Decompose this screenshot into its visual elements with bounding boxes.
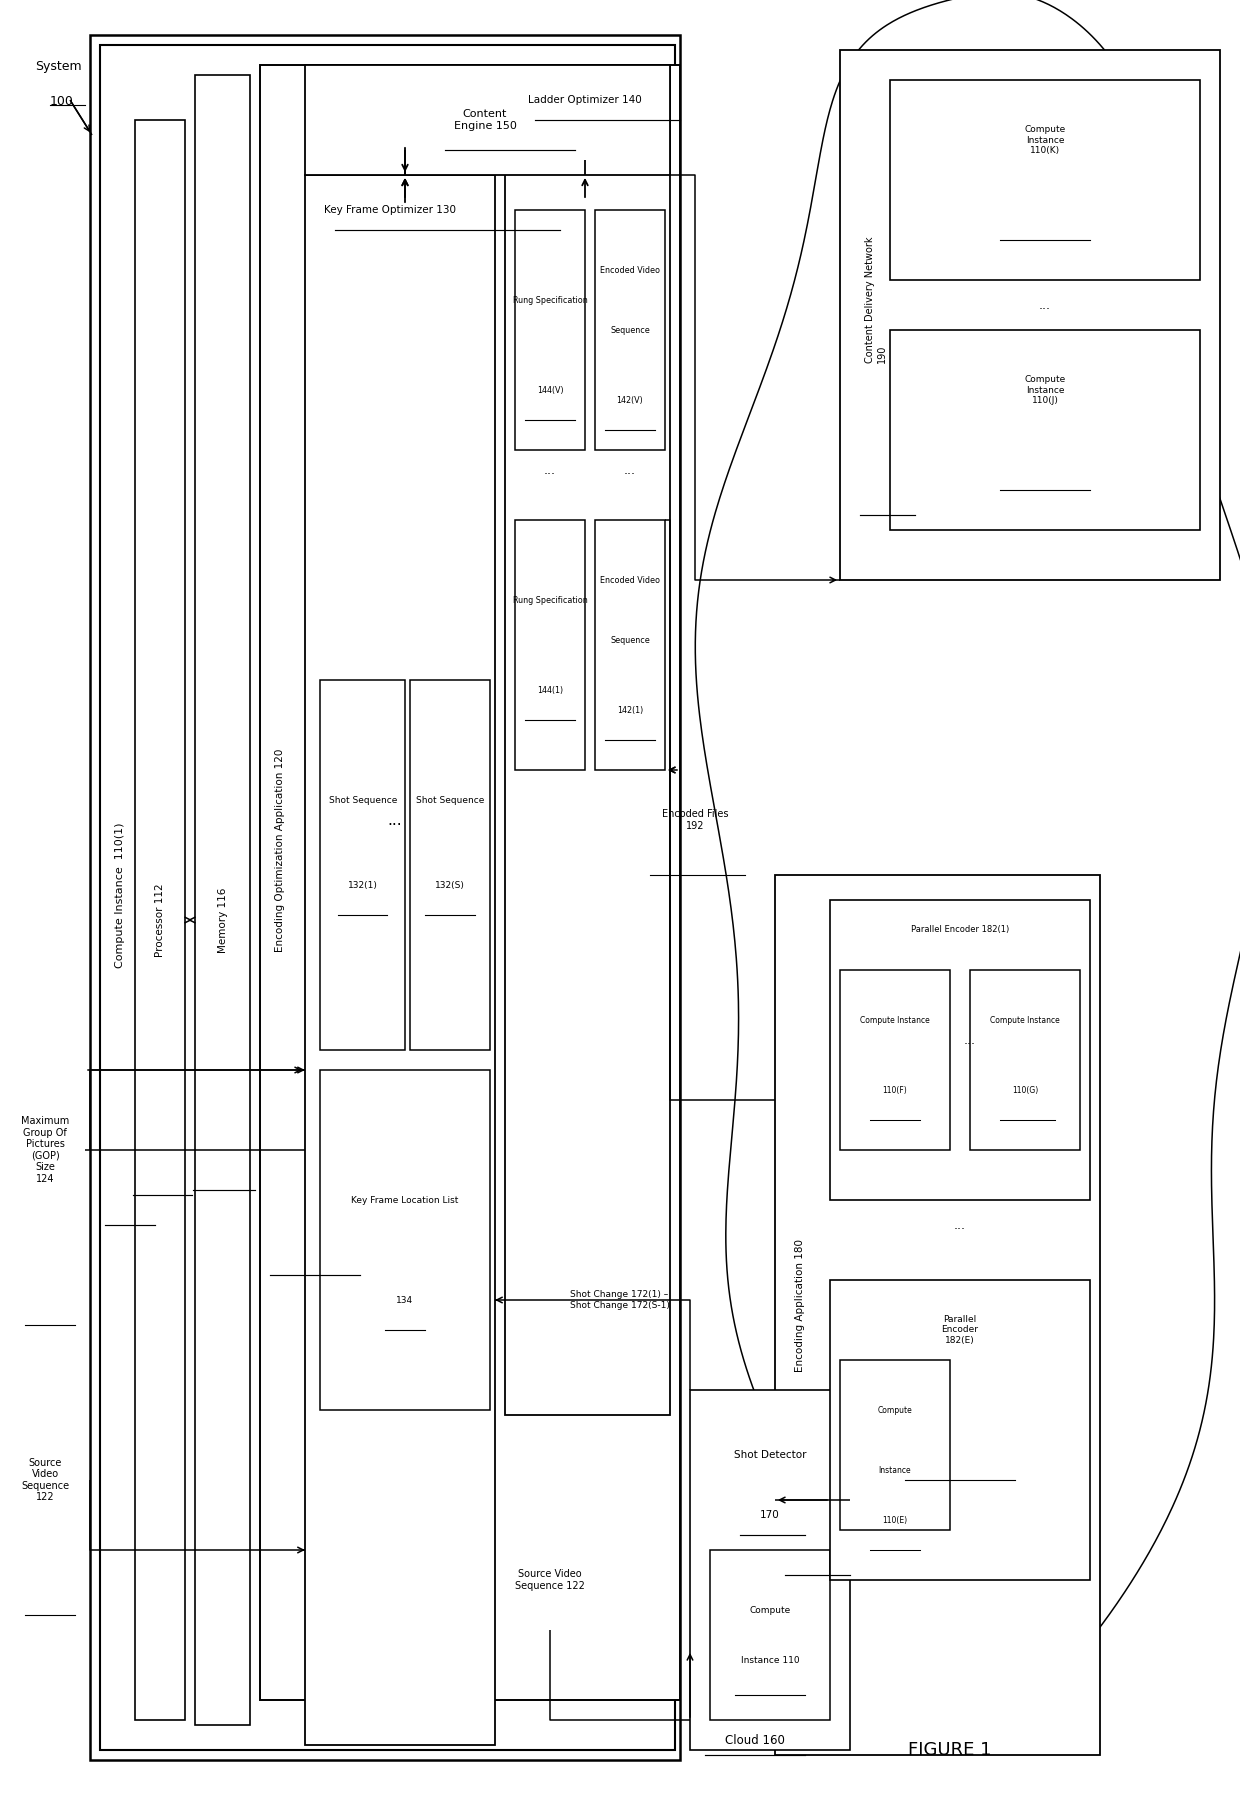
Text: Encoding Application 180: Encoding Application 180 <box>795 1238 805 1371</box>
Text: Rung Specification: Rung Specification <box>512 596 588 605</box>
Bar <box>595 210 665 450</box>
Text: Compute Instance: Compute Instance <box>861 1015 930 1024</box>
Text: Compute
Instance
110(J): Compute Instance 110(J) <box>1024 375 1065 405</box>
Text: Processor 112: Processor 112 <box>155 883 165 956</box>
Bar <box>839 971 950 1150</box>
Bar <box>890 330 1200 529</box>
Text: 110(G): 110(G) <box>1012 1085 1038 1094</box>
Text: Compute Instance  110(1): Compute Instance 110(1) <box>115 822 125 967</box>
Bar <box>775 875 1100 1755</box>
Text: Ladder Optimizer 140: Ladder Optimizer 140 <box>528 95 642 106</box>
Text: ...: ... <box>544 463 556 477</box>
Bar <box>890 81 1200 280</box>
Text: Encoded Video: Encoded Video <box>600 266 660 274</box>
Text: ...: ... <box>963 1033 976 1046</box>
Text: Compute: Compute <box>749 1606 791 1615</box>
Text: Key Frame Optimizer 130: Key Frame Optimizer 130 <box>324 205 456 215</box>
Text: Cloud 160: Cloud 160 <box>725 1733 785 1747</box>
Text: System: System <box>35 59 82 74</box>
Bar <box>689 1390 849 1749</box>
Text: Parallel Encoder 182(1): Parallel Encoder 182(1) <box>911 926 1009 935</box>
Text: Compute Instance: Compute Instance <box>990 1015 1060 1024</box>
Text: FIGURE 1: FIGURE 1 <box>908 1740 992 1758</box>
Bar <box>135 120 185 1720</box>
Text: Shot Change 172(1) –
Shot Change 172(S-1): Shot Change 172(1) – Shot Change 172(S-1… <box>570 1290 670 1310</box>
Text: Encoded Video: Encoded Video <box>600 576 660 585</box>
Polygon shape <box>696 0 1240 1708</box>
Bar <box>195 75 250 1726</box>
Bar <box>830 1279 1090 1581</box>
Text: 142(1): 142(1) <box>616 705 644 714</box>
Bar <box>100 45 675 1749</box>
Text: Instance 110: Instance 110 <box>740 1656 800 1665</box>
Bar <box>839 1360 950 1530</box>
Bar <box>320 680 405 1049</box>
Bar <box>711 1550 830 1720</box>
Text: 100: 100 <box>50 95 74 108</box>
Text: Encoded Files
192: Encoded Files 192 <box>662 809 728 831</box>
Text: 144(V): 144(V) <box>537 386 563 395</box>
Text: ...: ... <box>1039 298 1052 312</box>
Text: Source
Video
Sequence
122: Source Video Sequence 122 <box>21 1457 69 1502</box>
Text: 134: 134 <box>397 1295 414 1304</box>
Text: Content
Engine 150: Content Engine 150 <box>454 109 516 131</box>
Bar <box>515 520 585 770</box>
Text: Compute: Compute <box>878 1405 913 1414</box>
Text: Source Video
Sequence 122: Source Video Sequence 122 <box>515 1570 585 1591</box>
Bar <box>515 210 585 450</box>
Text: Sequence: Sequence <box>610 325 650 334</box>
Text: Compute
Instance
110(K): Compute Instance 110(K) <box>1024 126 1065 154</box>
Bar <box>970 971 1080 1150</box>
Text: ...: ... <box>624 463 636 477</box>
Text: 132(S): 132(S) <box>435 881 465 890</box>
Text: Rung Specification: Rung Specification <box>512 296 588 305</box>
Text: 132(1): 132(1) <box>348 881 378 890</box>
Text: Sequence: Sequence <box>610 635 650 644</box>
Bar <box>595 520 665 770</box>
Text: Shot Sequence: Shot Sequence <box>329 795 397 804</box>
Text: Shot Detector: Shot Detector <box>734 1450 806 1460</box>
Text: Encoding Optimization Application 120: Encoding Optimization Application 120 <box>275 748 285 951</box>
Bar <box>320 1069 490 1410</box>
Text: ...: ... <box>954 1218 966 1231</box>
Text: 110(E): 110(E) <box>883 1516 908 1525</box>
Bar <box>830 901 1090 1200</box>
Text: 110(F): 110(F) <box>883 1085 908 1094</box>
Text: Memory 116: Memory 116 <box>218 888 228 953</box>
Text: Instance: Instance <box>879 1466 911 1475</box>
Bar <box>839 50 1220 579</box>
Text: Parallel
Encoder
182(E): Parallel Encoder 182(E) <box>941 1315 978 1346</box>
Text: 170: 170 <box>760 1511 780 1520</box>
Bar <box>505 65 670 1415</box>
Bar <box>260 65 680 1701</box>
Bar <box>305 65 670 176</box>
Bar <box>305 176 495 1746</box>
Text: Shot Sequence: Shot Sequence <box>415 795 484 804</box>
Text: 142(V): 142(V) <box>616 395 644 404</box>
Bar <box>91 36 680 1760</box>
Text: ...: ... <box>388 813 402 827</box>
Bar <box>410 680 490 1049</box>
Text: Maximum
Group Of
Pictures
(GOP)
Size
124: Maximum Group Of Pictures (GOP) Size 124 <box>21 1116 69 1184</box>
Text: Key Frame Location List: Key Frame Location List <box>351 1195 459 1204</box>
Text: 144(1): 144(1) <box>537 685 563 694</box>
Text: Content Delivery Network
190: Content Delivery Network 190 <box>866 237 887 362</box>
